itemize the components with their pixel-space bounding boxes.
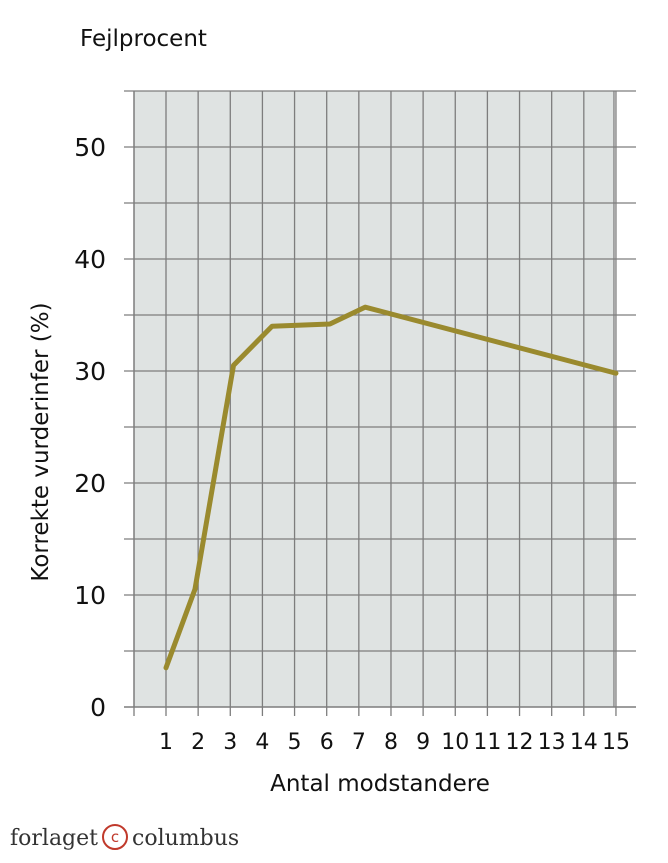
x-tick-label-14: 14: [570, 730, 598, 755]
x-tick-labels: 1 2 3 4 5 6 7 8 9 10 11 12 13 14 15: [159, 730, 630, 755]
publisher-name-left: forlaget: [10, 826, 98, 851]
y-tick-label-40: 40: [74, 245, 106, 274]
y-tick-labels: 0 10 20 30 40 50: [74, 133, 106, 722]
x-tick-label-4: 4: [255, 730, 269, 755]
x-tick-label-13: 13: [538, 730, 566, 755]
y-axis-label: Korrekte vurderinfer (%): [28, 302, 54, 581]
x-tick-label-1: 1: [159, 730, 173, 755]
x-tick-label-3: 3: [223, 730, 237, 755]
x-tick-label-15: 15: [602, 730, 630, 755]
x-tick-label-5: 5: [288, 730, 302, 755]
y-tick-label-10: 10: [74, 581, 106, 610]
x-tick-label-2: 2: [191, 730, 205, 755]
series-line-0: [163, 304, 619, 671]
chart-title: Fejlprocent: [80, 26, 207, 52]
x-tick-label-11: 11: [473, 730, 501, 755]
y-tick-label-30: 30: [74, 357, 106, 386]
publisher-logo: forlaget c columbus: [10, 824, 240, 852]
publisher-name-right: columbus: [132, 826, 240, 851]
x-axis-label: Antal modstandere: [270, 771, 490, 797]
y-tick-label-0: 0: [90, 693, 106, 722]
plot-background: [134, 91, 614, 707]
x-tick-label-6: 6: [320, 730, 334, 755]
x-tick-label-12: 12: [506, 730, 534, 755]
x-tick-label-7: 7: [352, 730, 366, 755]
x-tick-label-8: 8: [384, 730, 398, 755]
axes: [124, 91, 636, 716]
grid: [124, 90, 636, 707]
x-tick-label-9: 9: [416, 730, 430, 755]
x-tick-label-10: 10: [441, 730, 469, 755]
copyright-icon: c: [102, 824, 128, 850]
y-tick-label-50: 50: [74, 133, 106, 162]
series-layer: [163, 304, 619, 671]
y-tick-label-20: 20: [74, 469, 106, 498]
